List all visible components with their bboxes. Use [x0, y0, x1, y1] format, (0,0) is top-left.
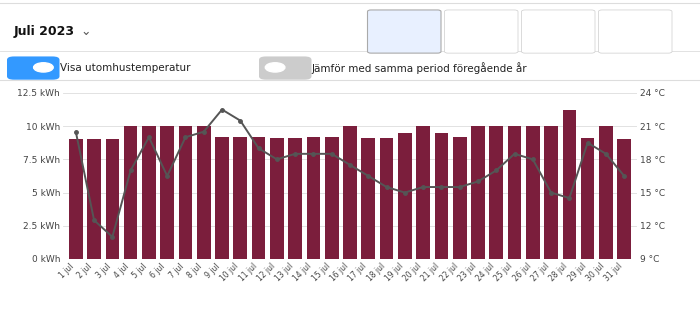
Bar [398, 133, 412, 259]
Bar [270, 138, 284, 259]
Bar [416, 126, 430, 259]
Bar [288, 138, 302, 259]
Text: Visa utomhustemperatur: Visa utomhustemperatur [60, 63, 190, 73]
Text: ⌄: ⌄ [80, 25, 91, 38]
Bar [88, 139, 101, 259]
Text: Delta-T: Delta-T [617, 27, 654, 37]
Bar [142, 126, 156, 259]
Bar [489, 126, 503, 259]
Bar [544, 126, 558, 259]
Bar [252, 137, 265, 259]
Bar [599, 126, 612, 259]
Bar [124, 126, 137, 259]
Bar [197, 126, 211, 259]
Text: Energi ✓: Energi ✓ [379, 27, 429, 37]
Bar [453, 137, 466, 259]
Bar [526, 126, 540, 259]
Text: Kostnad: Kostnad [538, 27, 579, 37]
Text: Jämför med samma period föregående år: Jämför med samma period föregående år [312, 62, 527, 74]
Bar [234, 137, 247, 259]
Bar [307, 137, 321, 259]
Bar [343, 126, 357, 259]
Bar [563, 110, 576, 259]
Bar [508, 126, 522, 259]
Text: Juli 2023: Juli 2023 [14, 25, 75, 38]
Text: Flöde: Flöde [467, 27, 496, 37]
Bar [361, 138, 375, 259]
Bar [69, 139, 83, 259]
Bar [160, 126, 174, 259]
Bar [178, 126, 192, 259]
Bar [379, 138, 393, 259]
Bar [106, 139, 119, 259]
Bar [581, 138, 594, 259]
Bar [325, 137, 339, 259]
Bar [435, 133, 448, 259]
Bar [617, 139, 631, 259]
Bar [215, 137, 229, 259]
Bar [471, 126, 485, 259]
